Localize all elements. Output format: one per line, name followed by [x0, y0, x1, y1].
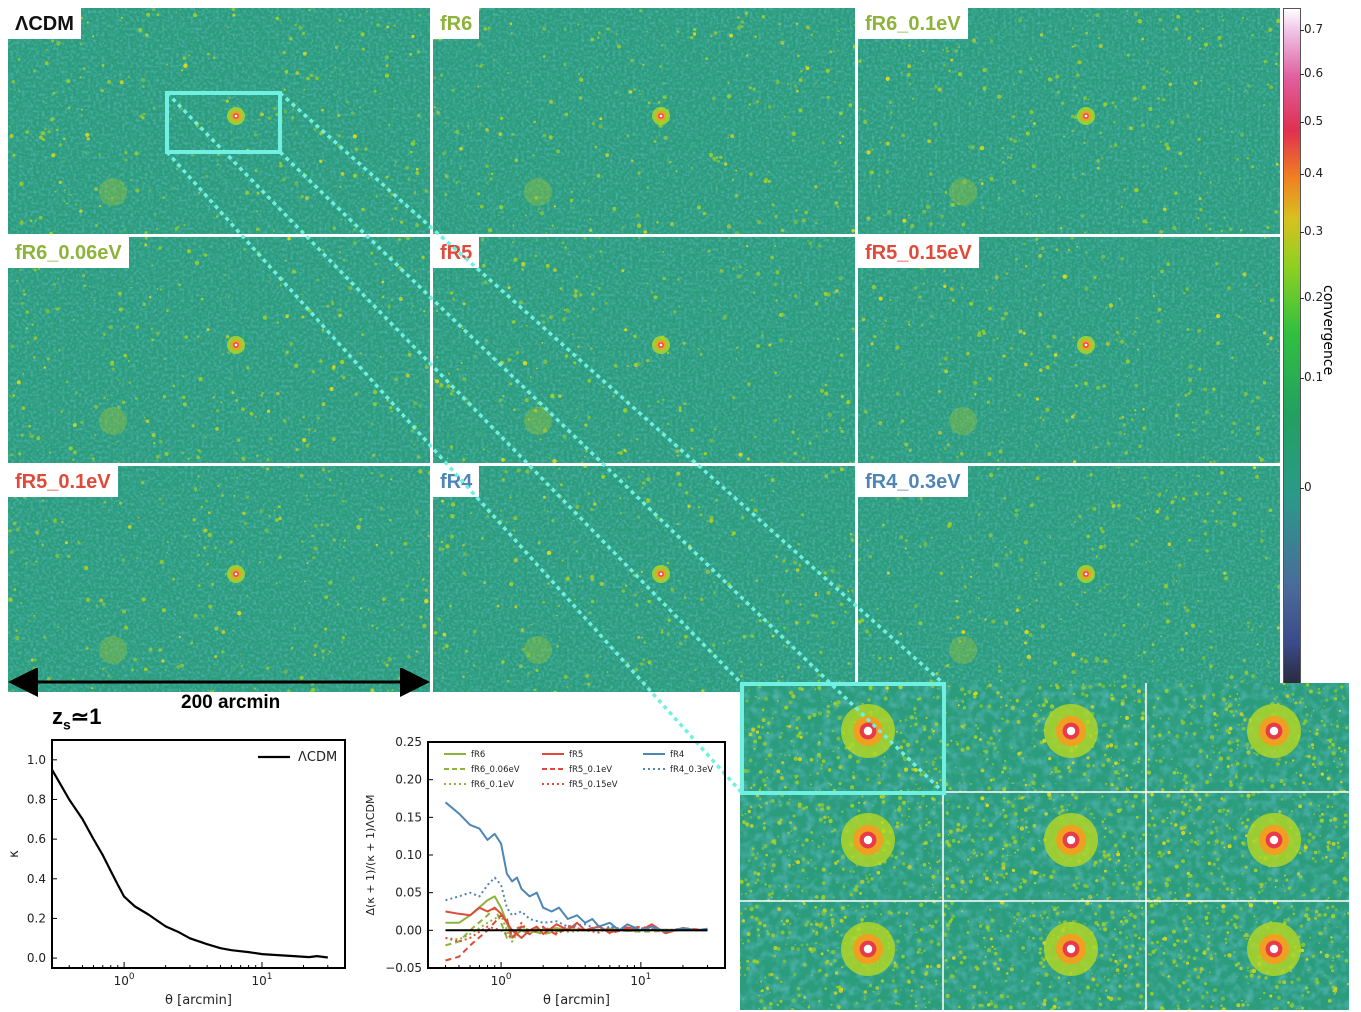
panel-model-label: fR4_0.3eV — [858, 466, 968, 497]
convergence-map-panel: fR5 — [433, 237, 855, 463]
y-tick-label: 0.6 — [27, 832, 46, 846]
y-tick-label: 0.00 — [395, 923, 422, 937]
legend-entry: fR5_0.15eV — [569, 780, 618, 790]
x-tick-label: 101 — [630, 972, 651, 988]
legend-entry: fR6_0.1eV — [471, 780, 514, 790]
panel-model-label: fR6 — [433, 8, 480, 39]
kappa-profile-chart: 0.0 0.2 0.4 0.6 0.8 1.0 100 101 θ [arcmin] κ ΛCDM — [7, 739, 346, 1008]
x-axis-label: θ [arcmin] — [543, 993, 610, 1008]
zoomed-cluster-cell — [943, 901, 1146, 1010]
zoomed-cluster-cell — [740, 901, 943, 1010]
colorbar-tick-label: 0.1 — [1304, 370, 1324, 384]
panel-model-label: fR6_0.1eV — [858, 8, 968, 39]
colorbar-tick-mark — [1300, 232, 1304, 233]
colorbar-tick-label: 0.3 — [1304, 224, 1324, 238]
x-tick-label: 100 — [491, 972, 512, 988]
zoomed-cluster-cell — [1146, 901, 1349, 1010]
legend-entry: fR5_0.1eV — [569, 765, 612, 775]
scale-arrow — [8, 668, 430, 697]
y-tick-label: 0.8 — [27, 792, 46, 806]
x-tick-label: 100 — [114, 972, 135, 988]
y-tick-label: 0.15 — [395, 810, 422, 824]
y-tick-label: 0.10 — [395, 848, 422, 862]
legend-entry: fR6 — [471, 750, 485, 760]
colorbar-tick-mark — [1300, 174, 1304, 175]
colorbar-tick-mark — [1300, 488, 1304, 489]
convergence-map-panel: fR5_0.1eV — [8, 466, 430, 692]
plot-frame — [51, 739, 346, 969]
colorbar-label: convergence — [1320, 285, 1336, 376]
colorbar-tick-label: 0.2 — [1304, 290, 1324, 304]
colorbar-tick-mark — [1300, 122, 1304, 123]
panel-model-label: fR5_0.1eV — [8, 466, 118, 497]
series-line — [445, 876, 708, 932]
zoomed-cluster-cell — [1146, 683, 1349, 792]
convergence-map-panel: fR4 — [433, 466, 855, 692]
colorbar-tick-label: 0.5 — [1304, 114, 1324, 128]
colorbar-tick-label: 0.4 — [1304, 166, 1324, 180]
y-tick-label: 1.0 — [27, 753, 46, 767]
zoomed-cluster-cell — [740, 792, 943, 901]
legend-entry: fR6_0.06eV — [471, 765, 520, 775]
colorbar-tick-mark — [1300, 298, 1304, 299]
series-line — [444, 801, 708, 933]
colorbar-tick-label: 0 — [1304, 480, 1312, 494]
plot-frame — [427, 741, 726, 969]
zoom-target-box — [740, 682, 946, 795]
colorbar-tick-label: 0.6 — [1304, 66, 1324, 80]
x-axis-label: θ [arcmin] — [165, 993, 232, 1008]
series-line — [445, 906, 708, 947]
redshift-label: zs≃1 — [52, 704, 102, 733]
panel-model-label: ΛCDM — [8, 8, 81, 39]
zoomed-cluster-cell — [1146, 792, 1349, 901]
x-tick-label: 101 — [251, 972, 272, 988]
colorbar-tick-label: 0.7 — [1304, 22, 1324, 36]
relative-difference-chart: −0.05 0.00 0.05 0.10 0.15 0.20 0.25 100 101 θ [ar… — [364, 735, 726, 1008]
y-tick-label: 0.0 — [27, 951, 46, 965]
colorbar-tick-mark — [1300, 30, 1304, 31]
y-axis-label: Δ(κ + 1)/(κ + 1)ΛCDM — [364, 795, 377, 916]
panel-model-label: fR5_0.15eV — [858, 237, 979, 268]
convergence-map-panel: fR5_0.15eV — [858, 237, 1280, 463]
series-line — [445, 914, 708, 962]
convergence-map-panel: fR4_0.3eV — [858, 466, 1280, 692]
panel-model-label: fR5 — [433, 237, 480, 268]
convergence-map-panel: fR6_0.1eV — [858, 8, 1280, 234]
series-line — [445, 906, 708, 939]
scale-label: 200 arcmin — [181, 692, 281, 713]
panel-model-label: fR4 — [433, 466, 480, 497]
series-line — [52, 769, 328, 959]
zoomed-cluster-cell — [943, 683, 1146, 792]
convergence-map-panel: ΛCDM — [8, 8, 430, 234]
zoomed-cluster-cell — [943, 792, 1146, 901]
y-axis-label: κ — [7, 850, 22, 858]
convergence-map-panel: fR6_0.06eV — [8, 237, 430, 463]
y-tick-label: 0.20 — [395, 773, 422, 787]
series-line — [445, 914, 708, 943]
convergence-map-panel: fR6 — [433, 8, 855, 234]
y-tick-label: 0.4 — [27, 872, 46, 886]
zoomed-cluster-cell — [740, 683, 943, 792]
series-line — [445, 921, 708, 943]
legend-entry: fR4_0.3eV — [670, 765, 713, 775]
panel-model-label: fR6_0.06eV — [8, 237, 129, 268]
y-tick-label: 0.25 — [395, 735, 422, 749]
colorbar-tick-mark — [1300, 74, 1304, 75]
legend-entry: fR5 — [569, 750, 583, 760]
colorbar — [1283, 8, 1301, 685]
legend-entry: fR4 — [670, 750, 684, 760]
y-tick-label: 0.2 — [27, 911, 46, 925]
y-tick-label: 0.05 — [395, 886, 422, 900]
colorbar-tick-mark — [1300, 378, 1304, 379]
y-tick-label: −0.05 — [385, 961, 422, 975]
legend-entry: ΛCDM — [298, 750, 337, 765]
